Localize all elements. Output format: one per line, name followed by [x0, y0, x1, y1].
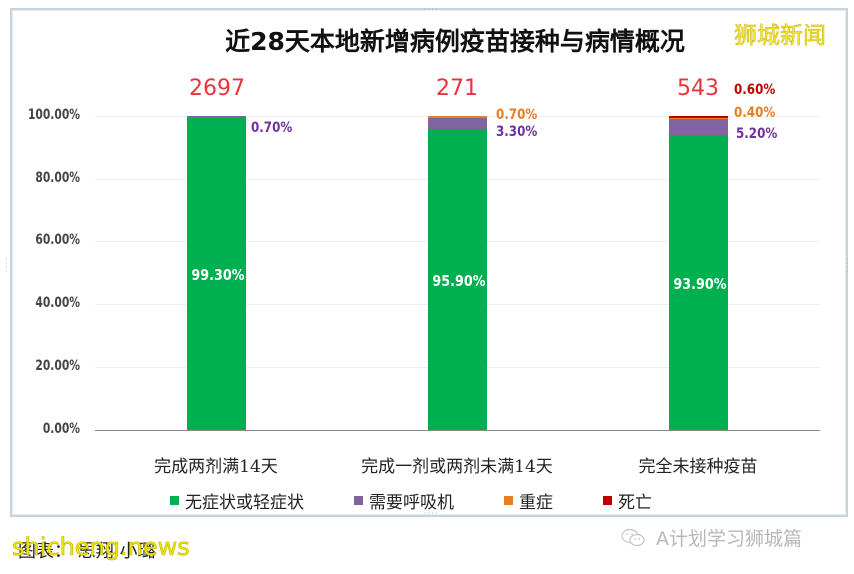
wechat-icon	[620, 528, 646, 548]
chart-title: 近28天本地新增病例疫苗接种与病情概况	[225, 27, 685, 56]
segment-ventilator[interactable]	[428, 118, 487, 129]
segment-severe[interactable]	[428, 116, 487, 118]
data-label-severe: 0.40%	[734, 105, 776, 121]
data-label-asymptomatic: 95.90%	[432, 272, 486, 290]
legend-swatch	[354, 496, 363, 505]
y-tick-20: 20.00%	[35, 358, 80, 374]
data-label-asymptomatic: 93.90%	[673, 275, 727, 293]
chart-caption: 图表： 思翔·小璐	[18, 541, 156, 562]
bar-unvaccinated[interactable]	[669, 116, 728, 430]
legend-swatch	[170, 496, 179, 505]
bar-total-count: 2697	[189, 76, 245, 101]
bar-total-count: 543	[677, 76, 719, 101]
resize-handle-bottom[interactable]: ····	[424, 509, 439, 518]
legend-label: 无症状或轻症状	[185, 493, 304, 513]
wechat-account-watermark: A计划学习狮城篇	[620, 524, 802, 551]
bar-total-count: 271	[436, 76, 478, 101]
legend-label: 重症	[519, 493, 553, 513]
x-category-label: 完全未接种疫苗	[638, 457, 758, 477]
y-tick-80: 80.00%	[35, 170, 80, 186]
legend-item-death[interactable]: 死亡	[603, 488, 652, 513]
legend-swatch	[504, 496, 513, 505]
legend-swatch	[603, 496, 612, 505]
x-category-label: 完成两剂满14天	[154, 457, 278, 477]
data-label-death: 0.60%	[734, 82, 776, 98]
legend-item-asymptomatic[interactable]: 无症状或轻症状	[170, 488, 304, 513]
resize-handle-right[interactable]: · · · ·	[846, 255, 850, 276]
legend-label: 死亡	[618, 493, 652, 513]
data-label-asymptomatic: 99.30%	[191, 266, 245, 284]
bar-partially-vaccinated[interactable]	[428, 116, 487, 430]
segment-ventilator[interactable]	[669, 119, 728, 135]
data-label-severe: 0.70%	[496, 107, 538, 123]
segment-asymptomatic[interactable]	[187, 118, 246, 430]
brand-watermark: 狮城新闻	[734, 23, 827, 50]
y-tick-60: 60.00%	[35, 232, 80, 248]
data-label-ventilator: 3.30%	[496, 124, 538, 140]
y-tick-40: 40.00%	[35, 295, 80, 311]
data-label-ventilator: 5.20%	[736, 126, 778, 142]
legend-label: 需要呼吸机	[369, 493, 454, 513]
bar-fully-vaccinated[interactable]	[187, 116, 246, 430]
segment-death[interactable]	[669, 116, 728, 118]
legend-item-ventilator[interactable]: 需要呼吸机	[354, 488, 454, 513]
data-label-ventilator: 0.70%	[251, 120, 293, 136]
resize-handle-left[interactable]: · · · ·	[5, 255, 9, 276]
segment-severe[interactable]	[669, 118, 728, 119]
x-category-label: 完成一剂或两剂未满14天	[361, 457, 553, 477]
segment-asymptomatic[interactable]	[428, 129, 487, 430]
legend-item-severe[interactable]: 重症	[504, 488, 553, 513]
site-watermark: shicheng.news	[12, 533, 190, 562]
segment-asymptomatic[interactable]	[669, 135, 728, 430]
y-tick-0: 0.00%	[42, 421, 80, 437]
segment-ventilator[interactable]	[187, 116, 246, 118]
y-tick-100: 100.00%	[27, 107, 80, 123]
resize-handle-top[interactable]: ····	[424, 5, 439, 14]
x-axis-line	[95, 430, 820, 431]
chart-legend: 无症状或轻症状 需要呼吸机 重症 死亡	[170, 488, 702, 513]
wechat-account-name: A计划学习狮城篇	[656, 528, 802, 550]
